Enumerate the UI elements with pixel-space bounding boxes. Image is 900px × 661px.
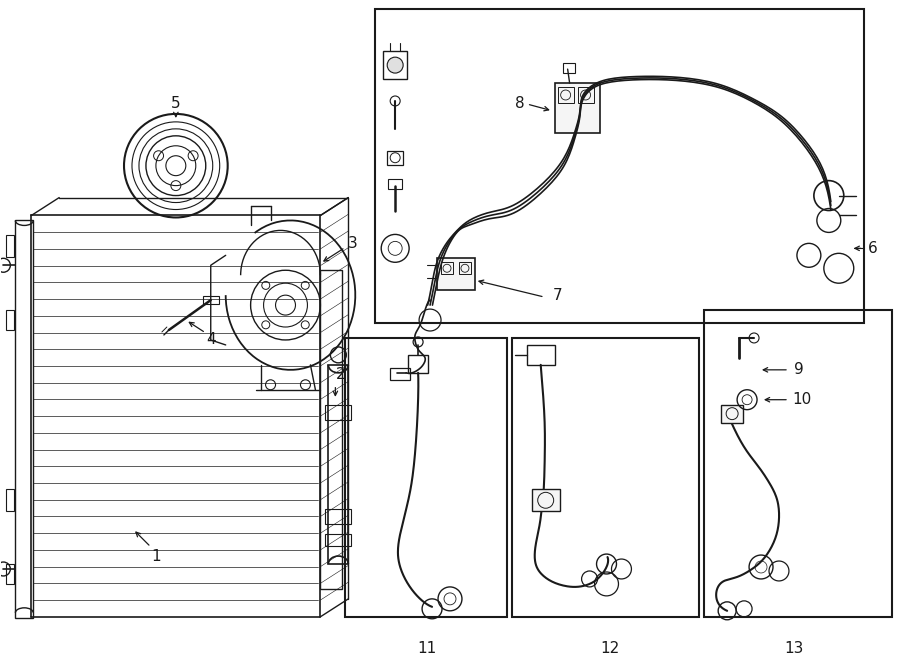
Bar [6, 489, 14, 511]
Bar [388, 178, 402, 188]
Bar [326, 534, 351, 546]
Bar [459, 262, 471, 274]
Circle shape [387, 57, 403, 73]
Text: 13: 13 [784, 641, 804, 656]
Bar [408, 355, 428, 373]
Text: 7: 7 [553, 288, 562, 303]
Text: 5: 5 [171, 97, 181, 112]
Text: 4: 4 [206, 332, 216, 348]
Bar [704, 310, 892, 617]
Bar [6, 235, 14, 257]
Text: 12: 12 [600, 641, 619, 656]
Bar [437, 258, 475, 290]
Text: 9: 9 [794, 362, 804, 377]
Bar [578, 87, 594, 103]
Bar [326, 509, 351, 524]
Text: 3: 3 [347, 236, 357, 251]
Text: 6: 6 [868, 241, 878, 256]
Bar [6, 310, 14, 330]
Bar [532, 489, 560, 511]
Bar [721, 405, 743, 422]
Bar [526, 345, 554, 365]
Bar [558, 87, 573, 103]
Text: 1: 1 [151, 549, 161, 564]
Bar [383, 51, 407, 79]
Bar [375, 9, 864, 323]
Text: 2: 2 [336, 368, 346, 382]
Bar [346, 338, 507, 617]
Bar [562, 63, 574, 73]
Bar [202, 296, 219, 304]
Bar [387, 151, 403, 165]
Bar [391, 368, 410, 380]
Bar [6, 564, 14, 584]
Bar [15, 221, 33, 618]
Text: 8: 8 [515, 97, 525, 112]
Bar [320, 270, 342, 589]
Bar [512, 338, 699, 617]
Bar [441, 262, 453, 274]
Bar [326, 405, 351, 420]
Text: 11: 11 [418, 641, 436, 656]
Bar [554, 83, 599, 133]
Bar [328, 365, 348, 564]
Text: 10: 10 [792, 392, 812, 407]
